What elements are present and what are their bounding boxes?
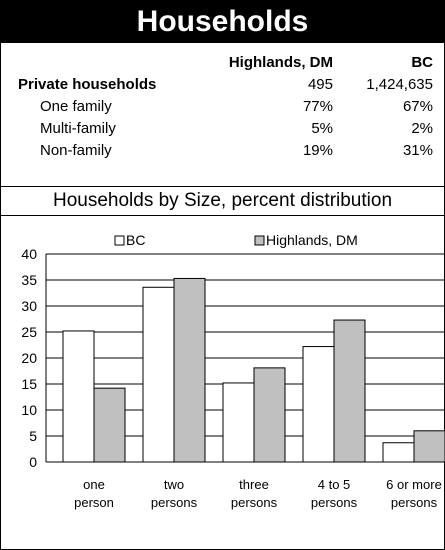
bar-bc: [302, 346, 335, 463]
bar-bc: [382, 442, 415, 463]
bar-highlands: [93, 387, 126, 463]
cell-bc: 2%: [411, 120, 433, 137]
households-table: Highlands, DM BC Private households 495 …: [18, 52, 433, 162]
cell-bc: 1,424,635: [366, 76, 433, 93]
y-tick-label: 30: [21, 298, 37, 314]
legend-swatch: [254, 235, 265, 246]
legend-label: BC: [126, 232, 145, 248]
y-tick-label: 40: [21, 246, 37, 262]
table-row: Non-family 19% 31%: [18, 140, 433, 162]
table-row: One family 77% 67%: [18, 96, 433, 118]
table-header-blank: [18, 52, 198, 74]
cell-highlands: 77%: [302, 98, 333, 115]
bar-bc: [222, 382, 255, 463]
y-tick-label: 0: [29, 454, 37, 470]
cell-bc: 67%: [402, 98, 433, 115]
y-tick-label: 10: [21, 402, 37, 418]
households-by-size-chart: 0 5 10 15 20 25 30 35 40 one person two persons three…: [21, 232, 445, 510]
row-label: One family: [40, 98, 112, 115]
page-title: Households: [1, 1, 444, 43]
y-tick-label: 15: [21, 376, 37, 392]
y-tick-label: 25: [21, 324, 37, 340]
cell-highlands: 5%: [311, 120, 333, 137]
y-tick-label: 35: [21, 272, 37, 288]
cell-bc: 31%: [402, 142, 433, 159]
x-tick-label: persons: [311, 495, 358, 510]
table-row: Multi-family 5% 2%: [18, 118, 433, 140]
bar-highlands: [253, 367, 286, 463]
x-tick-label: persons: [391, 495, 438, 510]
row-label: Multi-family: [40, 120, 116, 137]
section-divider: [0, 215, 445, 216]
bar-bc: [142, 286, 175, 463]
column-header-bc: BC: [411, 54, 433, 71]
chart-title: Households by Size, percent distribution: [52, 190, 393, 211]
row-label: Non-family: [40, 142, 112, 159]
x-tick-label: 6 or more: [386, 477, 442, 492]
x-tick-label: persons: [151, 495, 198, 510]
legend-swatch: [114, 235, 125, 246]
table-header-row: Highlands, DM BC: [18, 52, 433, 74]
row-label: Private households: [18, 76, 157, 93]
column-header-highlands: Highlands, DM: [228, 54, 333, 71]
legend-label: Highlands, DM: [266, 232, 358, 248]
x-tick-label: three: [239, 477, 269, 492]
cell-highlands: 495: [307, 76, 333, 93]
x-tick-label: two: [164, 477, 184, 492]
table-row: Private households 495 1,424,635: [18, 74, 433, 96]
x-tick-label: persons: [231, 495, 278, 510]
bar-highlands: [333, 319, 366, 463]
x-tick-label: 4 to 5: [318, 477, 351, 492]
section-divider: [0, 186, 445, 187]
y-tick-label: 5: [29, 428, 37, 444]
x-tick-label: one: [83, 477, 105, 492]
x-tick-label: person: [74, 495, 114, 510]
cell-highlands: 19%: [302, 142, 333, 159]
bar-bc: [62, 330, 95, 463]
bar-highlands: [173, 277, 206, 463]
y-tick-label: 20: [21, 350, 37, 366]
bar-highlands: [413, 430, 445, 463]
